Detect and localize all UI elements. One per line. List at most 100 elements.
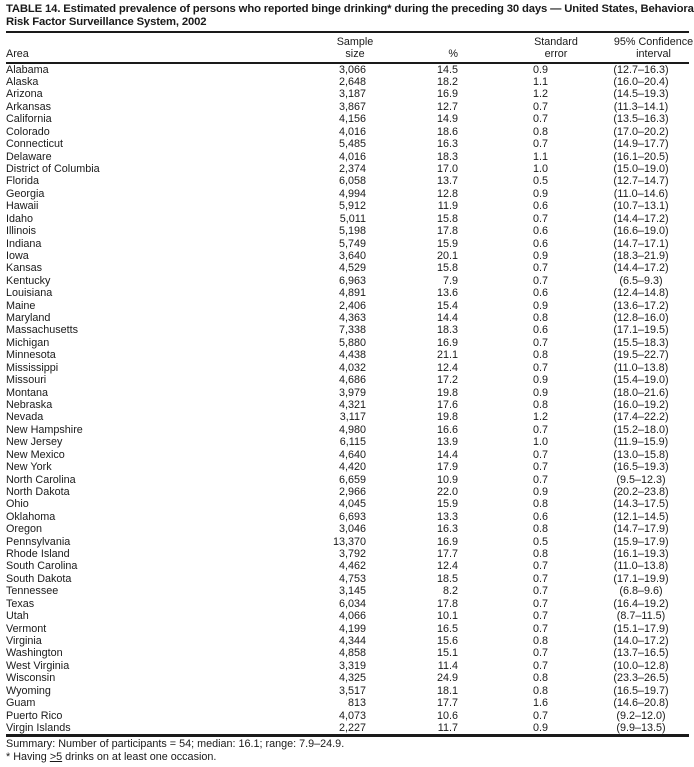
cell-sample: 5,912 xyxy=(338,200,366,213)
cell-sample: 4,994 xyxy=(338,187,366,200)
cell-pct: 21.1 xyxy=(436,349,458,362)
cell-pct: 11.4 xyxy=(437,659,458,672)
cell-ci: (16.4–19.2) xyxy=(613,597,669,610)
cell-ci: (14.4–17.2) xyxy=(613,262,669,275)
cell-pct: 13.9 xyxy=(436,436,458,449)
table-row: North Dakota 2,966 22.0 0.9 (20.2–23.8) xyxy=(6,486,689,498)
cell-area: Idaho xyxy=(6,212,34,225)
table-row: Michigan 5,880 16.9 0.7 (15.5–18.3) xyxy=(6,337,689,349)
cell-sample: 2,374 xyxy=(338,162,366,175)
cell-sample: 4,032 xyxy=(338,361,366,374)
cell-sample: 6,659 xyxy=(338,473,366,486)
table-row: California 4,156 14.9 0.7 (13.5–16.3) xyxy=(6,113,689,125)
prevalence-table: Sample Standard 95% Confidence Area size… xyxy=(6,33,693,738)
cell-sample: 2,406 xyxy=(338,299,366,312)
cell-se: 0.7 xyxy=(532,610,548,623)
cell-sample: 4,753 xyxy=(338,572,366,585)
cell-pct: 18.3 xyxy=(436,324,458,337)
cell-pct: 15.9 xyxy=(436,237,458,250)
table-row: Texas 6,034 17.8 0.7 (16.4–19.2) xyxy=(6,598,689,610)
cell-sample: 4,344 xyxy=(338,635,366,647)
table-row: Mississippi 4,032 12.4 0.7 (11.0–13.8) xyxy=(6,362,689,374)
footnote-prefix: * Having xyxy=(6,750,50,763)
cell-se: 0.7 xyxy=(532,212,548,225)
table-row: Colorado 4,016 18.6 0.8 (17.0–20.2) xyxy=(6,126,689,138)
cell-area: Ohio xyxy=(6,498,29,511)
cell-area: Maine xyxy=(6,299,36,312)
cell-ci: (10.0–12.8) xyxy=(613,659,669,672)
table-row: Utah 4,066 10.1 0.7 (8.7–11.5) xyxy=(6,610,689,622)
table-row: Wisconsin 4,325 24.9 0.8 (23.3–26.5) xyxy=(6,672,689,684)
table-title-line1: TABLE 14. Estimated prevalence of person… xyxy=(6,3,694,15)
cell-se: 0.7 xyxy=(532,622,548,635)
table-row: New York 4,420 17.9 0.7 (16.5–19.3) xyxy=(6,461,689,473)
cell-ci: (15.2–18.0) xyxy=(613,423,669,436)
table-row: Minnesota 4,438 21.1 0.8 (19.5–22.7) xyxy=(6,349,689,361)
cell-se: 0.8 xyxy=(532,349,548,362)
cell-pct: 12.7 xyxy=(436,100,458,113)
cell-pct: 16.9 xyxy=(436,88,458,101)
cell-area: New Jersey xyxy=(6,436,63,449)
cell-sample: 13,370 xyxy=(332,535,366,548)
cell-pct: 20.1 xyxy=(436,249,458,262)
cell-pct: 18.1 xyxy=(436,684,458,697)
table-row: Ohio 4,045 15.9 0.8 (14.3–17.5) xyxy=(6,498,689,510)
table-row: Georgia 4,994 12.8 0.9 (11.0–14.6) xyxy=(6,188,689,200)
table-row: Louisiana 4,891 13.6 0.6 (12.4–14.8) xyxy=(6,287,689,299)
cell-pct: 12.8 xyxy=(436,187,458,200)
table-row: Washington 4,858 15.1 0.7 (13.7–16.5) xyxy=(6,647,689,659)
cell-ci: (8.7–11.5) xyxy=(616,610,666,623)
cell-pct: 16.9 xyxy=(436,336,458,349)
cell-area: South Dakota xyxy=(6,572,72,585)
cell-pct: 7.9 xyxy=(442,274,458,287)
col-header-area-spacer xyxy=(6,33,312,49)
cell-sample: 3,187 xyxy=(338,88,366,101)
table-row: North Carolina 6,659 10.9 0.7 (9.5–12.3) xyxy=(6,474,689,486)
col-header-sample-size-line1: Sample xyxy=(336,36,374,49)
col-header-pct-spacer xyxy=(366,33,458,49)
cell-area: New Hampshire xyxy=(6,423,83,436)
cell-pct: 12.4 xyxy=(436,361,458,374)
table-row: Maine 2,406 15.4 0.9 (13.6–17.2) xyxy=(6,300,689,312)
footnote: * Having >5 drinks on at least one occas… xyxy=(6,751,689,764)
cell-area: Wyoming xyxy=(6,684,51,697)
cell-se: 1.2 xyxy=(532,411,548,424)
cell-ci: (16.5–19.3) xyxy=(613,461,669,474)
cell-ci: (17.4–22.2) xyxy=(613,411,669,424)
header-row-1: Sample Standard 95% Confidence xyxy=(6,33,693,49)
cell-pct: 18.2 xyxy=(436,76,458,89)
cell-se: 0.7 xyxy=(532,597,548,610)
cell-sample: 3,066 xyxy=(338,63,366,76)
table-row: Pennsylvania 13,370 16.9 0.5 (15.9–17.9) xyxy=(6,536,689,548)
table-header: Sample Standard 95% Confidence Area size… xyxy=(6,33,693,64)
table-row: Virgin Islands 2,227 11.7 0.9 (9.9–13.5) xyxy=(6,722,689,736)
header-row-2: Area size % error interval xyxy=(6,48,689,64)
cell-sample: 4,858 xyxy=(338,647,366,660)
table-row: New Jersey 6,115 13.9 1.0 (11.9–15.9) xyxy=(6,436,689,448)
cell-se: 0.8 xyxy=(532,312,548,325)
cell-pct: 18.5 xyxy=(436,572,458,585)
cell-pct: 18.3 xyxy=(436,150,458,163)
cell-area: Wisconsin xyxy=(6,672,56,685)
cell-sample: 3,979 xyxy=(338,386,366,399)
cell-pct: 14.9 xyxy=(436,113,458,126)
table-title: TABLE 14. Estimated prevalence of person… xyxy=(6,3,694,34)
cell-ci: (17.1–19.9) xyxy=(613,572,669,585)
cell-area: Montana xyxy=(6,386,49,399)
table-row: Delaware 4,016 18.3 1.1 (16.1–20.5) xyxy=(6,151,689,163)
table-row: Hawaii 5,912 11.9 0.6 (10.7–13.1) xyxy=(6,200,689,212)
table-row: Oklahoma 6,693 13.3 0.6 (12.1–14.5) xyxy=(6,511,689,523)
cell-sample: 7,338 xyxy=(338,324,366,337)
table-row: Maryland 4,363 14.4 0.8 (12.8–16.0) xyxy=(6,312,689,324)
cell-area: Rhode Island xyxy=(6,548,70,561)
cell-sample: 4,420 xyxy=(338,461,366,474)
footnote-suffix: drinks on at least one occasion. xyxy=(62,750,217,763)
cell-pct: 17.9 xyxy=(436,461,458,474)
table-row: District of Columbia 2,374 17.0 1.0 (15.0–19… xyxy=(6,163,689,175)
cell-se: 0.8 xyxy=(532,523,548,536)
cell-se: 1.6 xyxy=(532,697,548,710)
table-row: Montana 3,979 19.8 0.9 (18.0–21.6) xyxy=(6,387,689,399)
table-row: New Hampshire 4,980 16.6 0.7 (15.2–18.0) xyxy=(6,424,689,436)
cell-se: 0.8 xyxy=(532,672,548,685)
cell-pct: 22.0 xyxy=(436,485,458,498)
